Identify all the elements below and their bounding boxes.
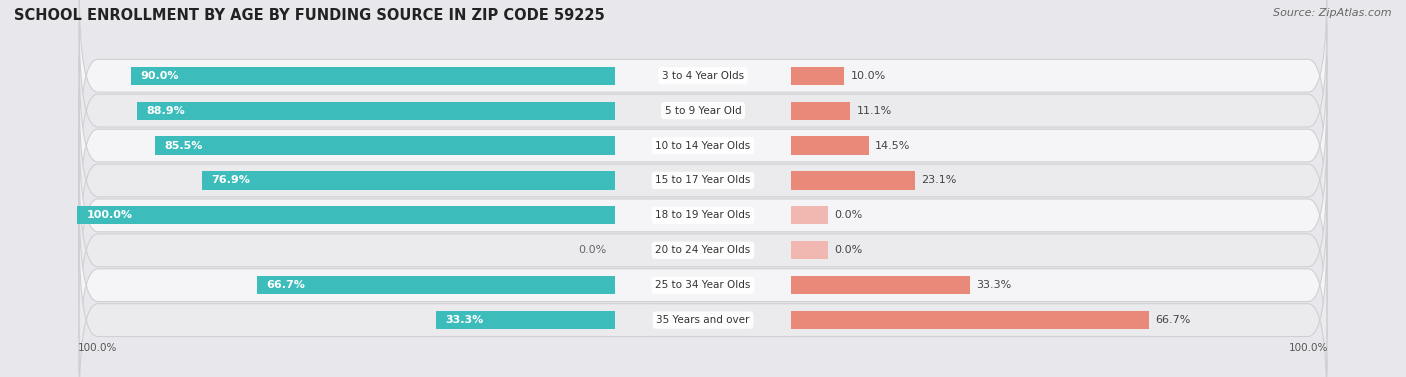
Text: 76.9%: 76.9%	[211, 175, 250, 185]
FancyBboxPatch shape	[79, 57, 1327, 234]
Bar	[256, 276, 616, 294]
Text: 85.5%: 85.5%	[165, 141, 202, 150]
Bar	[790, 311, 1150, 329]
FancyBboxPatch shape	[79, 0, 1327, 164]
Bar	[201, 172, 616, 190]
Text: 11.1%: 11.1%	[856, 106, 891, 116]
Text: 25 to 34 Year Olds: 25 to 34 Year Olds	[655, 280, 751, 290]
Text: 5 to 9 Year Old: 5 to 9 Year Old	[665, 106, 741, 116]
Text: 66.7%: 66.7%	[1156, 315, 1191, 325]
Text: 10.0%: 10.0%	[851, 71, 886, 81]
Text: 10 to 14 Year Olds: 10 to 14 Year Olds	[655, 141, 751, 150]
Bar	[790, 241, 828, 259]
Bar	[136, 101, 616, 120]
Bar	[131, 67, 616, 85]
Text: SCHOOL ENROLLMENT BY AGE BY FUNDING SOURCE IN ZIP CODE 59225: SCHOOL ENROLLMENT BY AGE BY FUNDING SOUR…	[14, 8, 605, 23]
Text: 0.0%: 0.0%	[834, 210, 863, 221]
FancyBboxPatch shape	[79, 127, 1327, 304]
Text: 3 to 4 Year Olds: 3 to 4 Year Olds	[662, 71, 744, 81]
FancyBboxPatch shape	[79, 92, 1327, 269]
Text: 100.0%: 100.0%	[1289, 343, 1329, 353]
Text: 14.5%: 14.5%	[875, 141, 910, 150]
Text: 23.1%: 23.1%	[921, 175, 956, 185]
FancyBboxPatch shape	[79, 232, 1327, 377]
Bar	[436, 311, 616, 329]
Text: 90.0%: 90.0%	[141, 71, 179, 81]
Text: 33.3%: 33.3%	[976, 280, 1011, 290]
Text: Source: ZipAtlas.com: Source: ZipAtlas.com	[1274, 8, 1392, 18]
Bar	[790, 206, 828, 224]
Text: 35 Years and over: 35 Years and over	[657, 315, 749, 325]
Text: 66.7%: 66.7%	[266, 280, 305, 290]
Text: 15 to 17 Year Olds: 15 to 17 Year Olds	[655, 175, 751, 185]
Text: 100.0%: 100.0%	[87, 210, 132, 221]
Bar	[155, 136, 616, 155]
Text: 0.0%: 0.0%	[578, 245, 606, 255]
Bar	[790, 276, 970, 294]
Bar	[790, 101, 851, 120]
Text: 33.3%: 33.3%	[446, 315, 484, 325]
Legend: Public School, Private School: Public School, Private School	[586, 373, 820, 377]
FancyBboxPatch shape	[79, 162, 1327, 339]
Bar	[77, 206, 616, 224]
Text: 18 to 19 Year Olds: 18 to 19 Year Olds	[655, 210, 751, 221]
Text: 20 to 24 Year Olds: 20 to 24 Year Olds	[655, 245, 751, 255]
Bar	[790, 172, 915, 190]
Text: 88.9%: 88.9%	[146, 106, 186, 116]
Bar	[790, 67, 845, 85]
FancyBboxPatch shape	[79, 22, 1327, 199]
Text: 100.0%: 100.0%	[77, 343, 117, 353]
FancyBboxPatch shape	[79, 197, 1327, 374]
Text: 0.0%: 0.0%	[834, 245, 863, 255]
Bar	[790, 136, 869, 155]
